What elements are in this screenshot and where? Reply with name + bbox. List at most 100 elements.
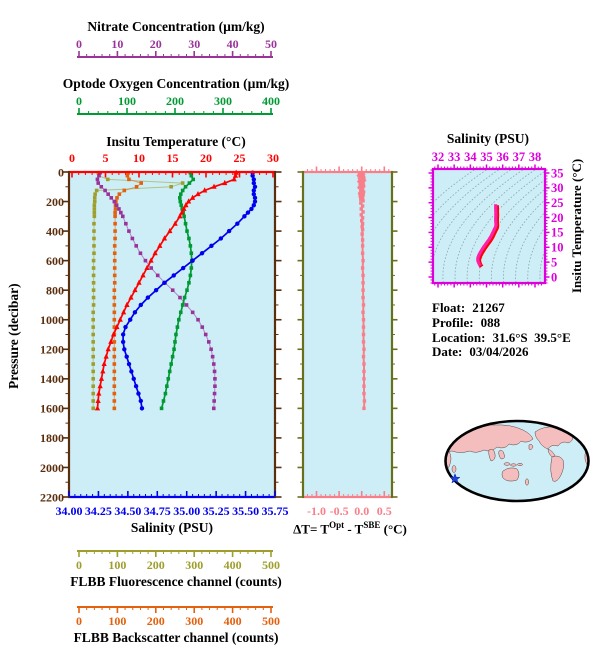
profile-value: 088 — [480, 314, 501, 330]
svg-text:20: 20 — [200, 151, 212, 165]
svg-text:600: 600 — [46, 254, 64, 268]
world-map — [444, 419, 590, 503]
svg-text:100: 100 — [118, 94, 136, 108]
svg-text:1600: 1600 — [40, 402, 64, 416]
svg-text:30: 30 — [267, 151, 279, 165]
svg-text:1400: 1400 — [40, 372, 64, 386]
location-row: Location: 31.6°S 39.5°E — [432, 329, 571, 346]
map-japan — [528, 444, 534, 450]
svg-text:0: 0 — [76, 37, 82, 51]
date-row: Date: 03/04/2026 — [432, 344, 571, 360]
map-south-america — [550, 455, 564, 482]
svg-text:100: 100 — [108, 614, 126, 628]
ts-temperature-axis-title: Insitu Temperature (°C) — [569, 158, 584, 294]
backscatter-axis-title: FLBB Backscatter channel (counts) — [73, 630, 279, 645]
map-india — [488, 449, 496, 462]
svg-text:-1.0: -1.0 — [307, 504, 326, 518]
float-location-star — [449, 473, 461, 484]
svg-text:0.0: 0.0 — [354, 504, 369, 518]
float-label: Float: — [432, 300, 466, 315]
svg-text:5: 5 — [103, 151, 109, 165]
svg-text:1000: 1000 — [40, 313, 64, 327]
dt-title-sup-opt: Opt — [329, 520, 345, 530]
ts-curve — [476, 202, 500, 269]
svg-text:0: 0 — [76, 614, 82, 628]
nitrate-axis-title: Nitrate Concentration (µm/kg) — [87, 19, 265, 34]
profile-label: Profile: — [432, 314, 474, 330]
svg-text:1800: 1800 — [40, 431, 64, 445]
map-madagascar — [451, 465, 457, 473]
dt-title-sup-sbe: SBE — [363, 520, 381, 530]
svg-text:200: 200 — [147, 614, 165, 628]
map-greenland — [564, 424, 575, 432]
date-value: 03/04/2026 — [469, 344, 529, 360]
svg-text:500: 500 — [262, 558, 280, 572]
float-value: 21267 — [472, 300, 505, 315]
svg-text:400: 400 — [224, 614, 242, 628]
svg-text:40: 40 — [227, 37, 239, 51]
svg-text:25: 25 — [234, 151, 246, 165]
svg-text:38: 38 — [529, 150, 542, 164]
svg-text:0: 0 — [76, 94, 82, 108]
svg-text:1200: 1200 — [40, 343, 64, 357]
svg-text:0: 0 — [76, 558, 82, 572]
delta-t-axis-title: ΔT= TOpt - TSBE (°C) — [280, 520, 420, 537]
svg-text:500: 500 — [262, 614, 280, 628]
svg-text:50: 50 — [265, 37, 277, 51]
fluorescence-axis-title: FLBB Fluorescence channel (counts) — [70, 574, 282, 589]
svg-text:37: 37 — [513, 150, 526, 164]
svg-text:30: 30 — [551, 181, 564, 195]
map-new-guinea — [517, 463, 523, 466]
float-id-row: Float: 21267 — [432, 300, 571, 316]
svg-text:34.50: 34.50 — [114, 504, 141, 518]
svg-text:400: 400 — [224, 558, 242, 572]
location-value: 31.6°S 39.5°E — [492, 329, 571, 345]
map-australia — [501, 467, 520, 482]
map-new-zealand — [525, 478, 529, 486]
svg-text:200: 200 — [46, 195, 64, 209]
svg-text:35.75: 35.75 — [262, 504, 289, 518]
svg-text:35.50: 35.50 — [232, 504, 259, 518]
svg-text:200: 200 — [147, 558, 165, 572]
svg-text:0: 0 — [58, 165, 64, 179]
svg-text:400: 400 — [262, 94, 280, 108]
svg-text:20: 20 — [551, 211, 564, 225]
svg-text:34.75: 34.75 — [144, 504, 171, 518]
svg-text:2000: 2000 — [40, 461, 64, 475]
delta-t-curve — [355, 171, 368, 411]
profile-curves — [91, 169, 258, 411]
oxygen-axis-title: Optode Oxygen Concentration (µm/kg) — [62, 76, 290, 91]
svg-text:0: 0 — [551, 270, 557, 284]
map-border — [444, 419, 590, 503]
svg-text:30: 30 — [188, 37, 200, 51]
svg-text:34.25: 34.25 — [85, 504, 112, 518]
svg-text:25: 25 — [551, 196, 564, 210]
svg-text:-0.5: -0.5 — [330, 504, 349, 518]
svg-text:15: 15 — [551, 226, 564, 240]
map-indochina — [498, 450, 505, 460]
map-indonesia — [503, 462, 511, 466]
svg-text:35.25: 35.25 — [203, 504, 230, 518]
ts-plot-title: Salinity (PSU) — [446, 131, 530, 146]
map-indonesia — [510, 463, 517, 467]
svg-text:800: 800 — [46, 283, 64, 297]
dt-title-part: ΔT= T — [293, 521, 330, 537]
svg-text:0.5: 0.5 — [377, 504, 392, 518]
svg-text:34: 34 — [464, 150, 477, 164]
svg-text:100: 100 — [108, 558, 126, 572]
svg-text:400: 400 — [46, 224, 64, 238]
svg-text:34.00: 34.00 — [56, 504, 83, 518]
svg-text:5: 5 — [551, 255, 557, 269]
plot-backgrounds — [69, 169, 545, 497]
svg-text:300: 300 — [185, 614, 203, 628]
location-label: Location: — [432, 329, 486, 345]
svg-text:35: 35 — [480, 150, 493, 164]
svg-text:10: 10 — [133, 151, 145, 165]
svg-text:32: 32 — [432, 150, 445, 164]
ts-isopycnal-contours — [434, 170, 544, 282]
svg-text:35: 35 — [551, 166, 564, 180]
pressure-axis-title: Pressure (decibar) — [6, 283, 21, 389]
svg-text:15: 15 — [167, 151, 179, 165]
